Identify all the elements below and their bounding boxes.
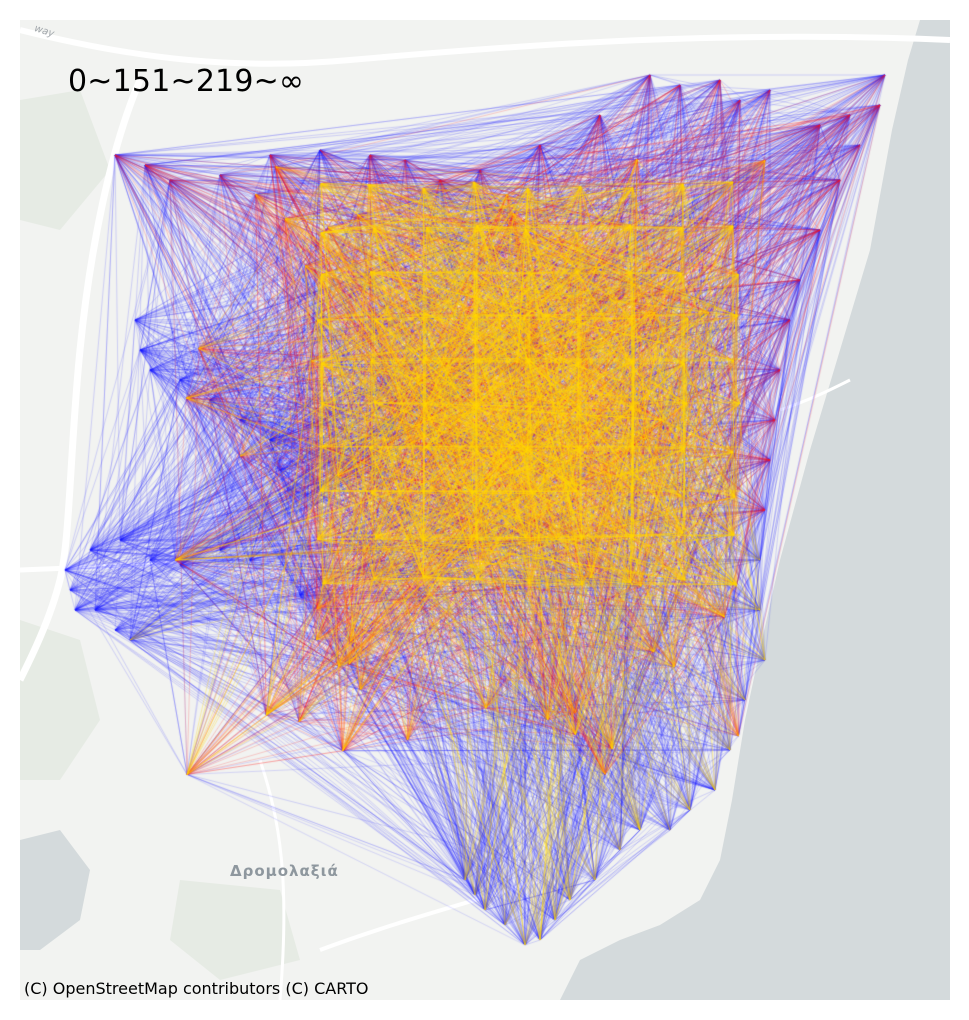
- map-view[interactable]: way Δρομολαξιά 0~151~219~∞ (C) OpenStree…: [20, 20, 950, 1000]
- map-attribution: (C) OpenStreetMap contributors (C) CARTO: [24, 979, 369, 998]
- od-flow-network: [20, 20, 950, 1000]
- town-name-label: Δρομολαξιά: [230, 862, 339, 880]
- weight-class-legend: 0~151~219~∞: [68, 64, 305, 99]
